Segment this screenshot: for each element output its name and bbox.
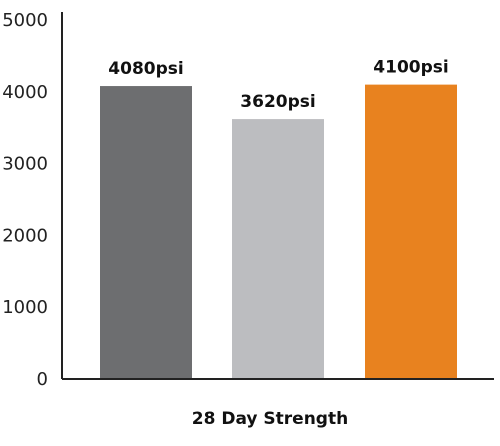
bar-3-data-label: 4100psi [373, 58, 448, 78]
y-tick-label: 2000 [2, 225, 48, 246]
bar-3 [365, 84, 457, 380]
bar-1 [100, 86, 192, 379]
x-axis-label: 28 Day Strength [192, 409, 348, 429]
bar-2 [232, 119, 324, 380]
y-tick-label: 1000 [2, 297, 48, 318]
y-tick-label: 0 [37, 369, 48, 390]
y-axis-ticks: 0 1000 2000 3000 4000 5000 [2, 10, 48, 390]
bar-1-data-label: 4080psi [108, 59, 183, 79]
y-tick-label: 5000 [2, 10, 48, 31]
bar-data-labels: 4080psi 3620psi 4100psi [108, 58, 448, 112]
y-tick-label: 4000 [2, 82, 48, 103]
bars [100, 84, 457, 380]
bar-2-data-label: 3620psi [240, 92, 315, 112]
y-tick-label: 3000 [2, 154, 48, 175]
